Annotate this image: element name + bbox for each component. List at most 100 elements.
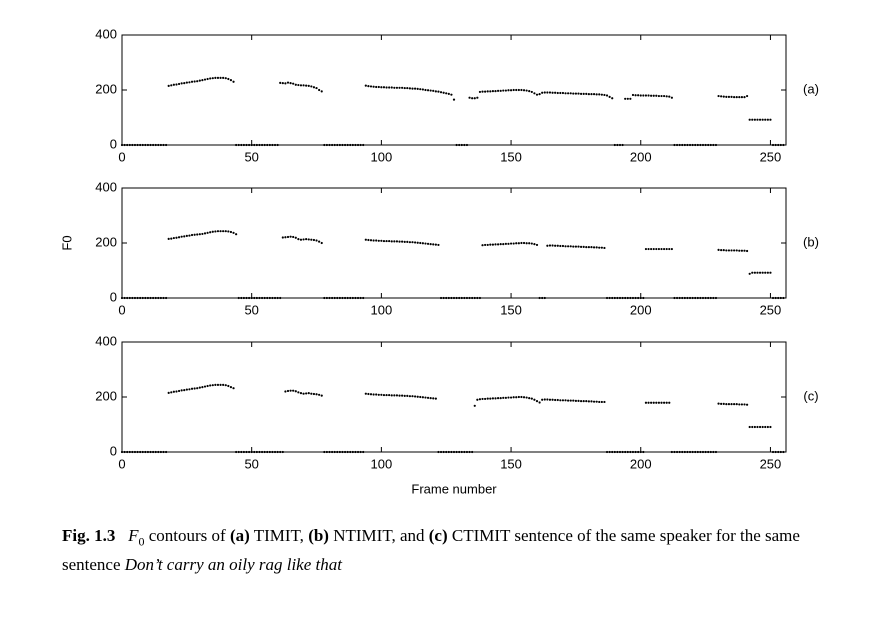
- dot: [452, 98, 456, 101]
- dot: [320, 394, 323, 397]
- dot: [416, 395, 419, 398]
- dot: [297, 83, 300, 87]
- dot: [727, 95, 731, 98]
- x-tick-label: 0: [118, 456, 125, 471]
- dot: [175, 83, 178, 86]
- dot: [445, 450, 448, 454]
- dot: [183, 389, 186, 392]
- x-tick-label: 100: [371, 149, 393, 164]
- dot: [714, 450, 718, 454]
- caption-text: NTIMIT, and: [328, 526, 429, 545]
- x-tick-label: 250: [760, 456, 782, 471]
- dot: [572, 92, 575, 95]
- dot: [533, 243, 536, 246]
- plot-frame: [121, 187, 787, 299]
- dot: [712, 450, 715, 454]
- dot: [748, 118, 751, 121]
- dot: [624, 450, 627, 454]
- dot: [172, 390, 175, 393]
- dot: [525, 242, 528, 245]
- dot: [618, 296, 622, 300]
- dot: [626, 296, 629, 300]
- dot: [216, 230, 220, 233]
- dot: [232, 387, 235, 390]
- x-tick-label: 250: [760, 149, 782, 164]
- dot: [595, 246, 598, 249]
- dot: [502, 396, 505, 399]
- dot: [699, 296, 702, 300]
- x-tick-label: 100: [371, 456, 393, 471]
- dot: [499, 243, 502, 246]
- dot: [253, 450, 256, 454]
- dot: [413, 87, 417, 90]
- dot: [730, 249, 733, 252]
- y-tick-label: 0: [110, 289, 117, 304]
- dot: [567, 92, 570, 95]
- dot: [247, 450, 251, 454]
- dot: [753, 271, 756, 274]
- dot: [743, 249, 746, 252]
- dot: [367, 85, 370, 88]
- dot: [681, 143, 684, 147]
- dot: [572, 245, 575, 248]
- dot: [401, 240, 404, 243]
- dot: [333, 296, 336, 300]
- dot: [416, 87, 419, 90]
- dot: [546, 91, 549, 94]
- dot: [758, 118, 762, 121]
- dot: [476, 398, 479, 401]
- dot: [369, 239, 373, 242]
- dot: [442, 450, 445, 454]
- dot: [463, 143, 466, 147]
- dot: [725, 95, 728, 98]
- dot: [468, 450, 471, 454]
- dot: [618, 143, 622, 147]
- dot: [761, 118, 764, 121]
- dot: [292, 82, 295, 85]
- dot: [714, 296, 718, 300]
- dot: [413, 395, 417, 398]
- dot: [634, 296, 637, 300]
- dot: [458, 450, 461, 454]
- dot: [452, 450, 456, 454]
- dot: [647, 94, 650, 97]
- dot: [515, 396, 518, 399]
- dot: [152, 296, 155, 300]
- dot: [152, 450, 155, 454]
- dot: [203, 78, 207, 81]
- dot: [413, 241, 417, 244]
- dot: [343, 450, 347, 454]
- dot: [450, 296, 453, 300]
- dot: [235, 233, 238, 236]
- dot: [325, 143, 329, 147]
- dot: [302, 392, 305, 395]
- dot: [328, 296, 331, 300]
- dot: [247, 296, 251, 300]
- dot: [603, 246, 606, 250]
- dot: [437, 90, 440, 93]
- dot: [618, 450, 622, 454]
- dot: [175, 236, 178, 239]
- dot: [582, 245, 585, 248]
- dot: [455, 450, 458, 454]
- dot: [380, 86, 383, 89]
- dot: [356, 143, 360, 147]
- dot: [608, 450, 611, 454]
- dot: [315, 86, 318, 90]
- dot: [201, 232, 204, 236]
- dot: [491, 397, 495, 400]
- dot: [743, 403, 746, 406]
- dot: [740, 96, 744, 99]
- dot: [489, 90, 492, 93]
- dot: [362, 143, 365, 147]
- dot: [222, 383, 225, 386]
- dot: [250, 296, 253, 300]
- dot: [709, 450, 712, 454]
- dot: [681, 450, 684, 454]
- dot: [745, 403, 749, 406]
- dot: [704, 296, 707, 300]
- caption-symbol: F: [128, 526, 139, 545]
- dot: [556, 398, 559, 402]
- y-tick-label: 400: [95, 179, 117, 194]
- dot: [224, 77, 227, 80]
